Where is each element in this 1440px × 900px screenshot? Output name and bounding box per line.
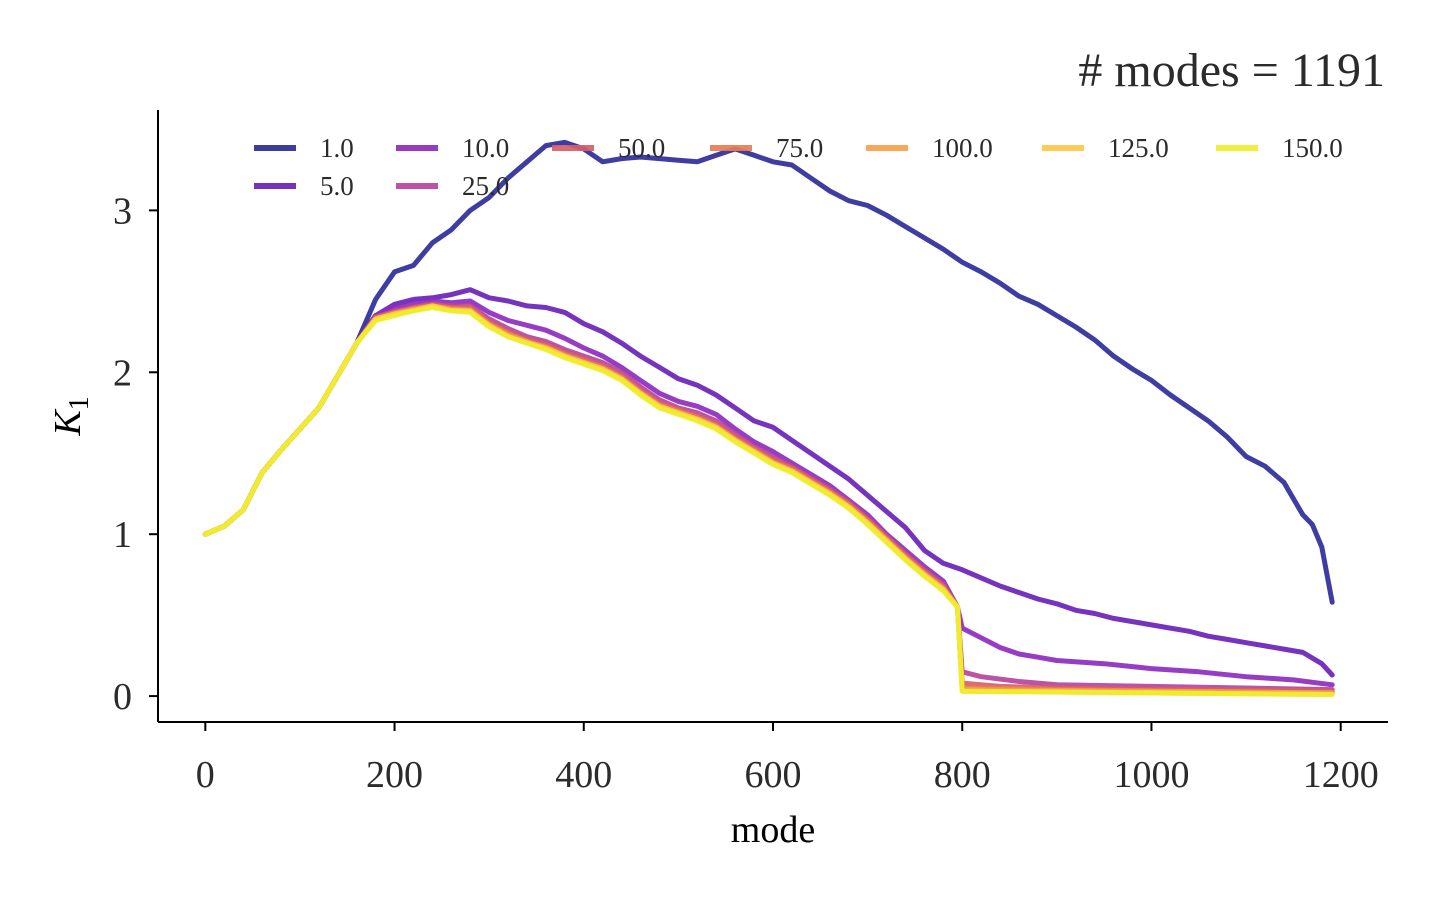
legend-label: 1.0 xyxy=(320,133,354,163)
legend-label: 10.0 xyxy=(462,133,509,163)
legend-label: 125.0 xyxy=(1108,133,1169,163)
x-tick-label: 0 xyxy=(196,754,215,796)
y-tick-label: 1 xyxy=(113,514,132,556)
legend-label: 150.0 xyxy=(1282,133,1343,163)
legend-label: 50.0 xyxy=(618,133,665,163)
chart-title: # modes = 1191 xyxy=(1078,44,1385,97)
series-line xyxy=(202,301,1335,693)
y-tick-label: 3 xyxy=(113,190,132,232)
y-tick-label: 0 xyxy=(113,676,132,718)
legend: 1.0 5.0 10.0 25.0 50.0 75.0 100.0 125.0 150.0 xyxy=(254,133,1343,201)
x-tick-label: 1200 xyxy=(1303,754,1379,796)
y-axis-label-subscript: 1 xyxy=(64,396,95,410)
y-tick-label: 2 xyxy=(113,352,132,394)
x-tick-label: 800 xyxy=(934,754,991,796)
legend-label: 25.0 xyxy=(462,171,509,201)
y-axis-label: K1 xyxy=(47,396,95,436)
x-tick-label: 600 xyxy=(745,754,802,796)
x-tick-label: 400 xyxy=(555,754,612,796)
series-layer xyxy=(202,139,1335,697)
series-line xyxy=(202,305,1335,697)
legend-label: 5.0 xyxy=(320,171,354,201)
axes: 0 200 400 600 800 1000 1200 0 1 2 3 xyxy=(113,110,1388,796)
x-tick-label: 1000 xyxy=(1113,754,1189,796)
legend-label: 100.0 xyxy=(932,133,993,163)
series-line xyxy=(202,287,1335,678)
series-line xyxy=(202,139,1335,605)
series-line xyxy=(202,301,1335,694)
series-line xyxy=(202,303,1335,696)
series-line xyxy=(202,303,1335,696)
legend-label: 75.0 xyxy=(776,133,823,163)
y-axis-label-main: K xyxy=(47,409,89,437)
x-tick-label: 200 xyxy=(366,754,423,796)
x-axis-label: mode xyxy=(731,809,815,851)
series-line xyxy=(202,303,1335,697)
